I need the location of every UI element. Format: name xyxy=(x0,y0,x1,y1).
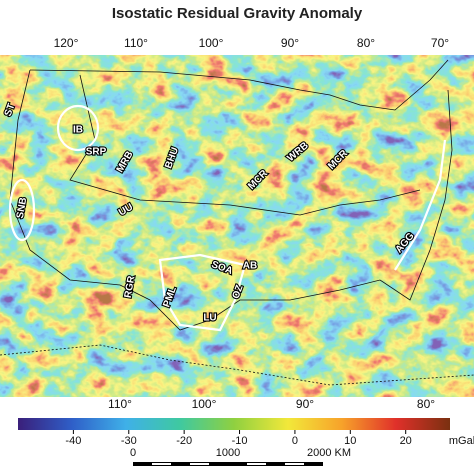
longitude-label: 90° xyxy=(281,36,299,50)
scale-label: 2000 KM xyxy=(307,447,351,459)
longitude-label: 80° xyxy=(357,36,375,50)
longitude-label: 90° xyxy=(296,397,314,411)
region-label: SNB xyxy=(15,197,30,220)
colorbar-unit: mGal xyxy=(449,435,474,447)
region-label: AB xyxy=(243,261,257,272)
title: Isostatic Residual Gravity Anomaly xyxy=(112,5,363,22)
region-label: RGR xyxy=(123,274,138,299)
colorbar-tick-label: 20 xyxy=(400,435,412,447)
scale-label: 0 xyxy=(130,447,136,459)
colorbar xyxy=(18,418,450,430)
region-outlines xyxy=(8,104,447,332)
gravity-map xyxy=(0,55,474,397)
longitude-label: 110° xyxy=(108,397,132,411)
colorbar-tick-label: 0 xyxy=(292,435,298,447)
longitude-label: 120° xyxy=(54,36,79,50)
colorbar-tick-label: -10 xyxy=(232,435,248,447)
region-label: LU xyxy=(203,313,216,324)
boundaries xyxy=(0,59,474,386)
longitude-label: 110° xyxy=(124,36,148,50)
colorbar-tick-label: -40 xyxy=(65,435,81,447)
scale-label: 1000 xyxy=(216,447,240,459)
longitude-label: 100° xyxy=(192,397,217,411)
region-label: IB xyxy=(73,125,83,136)
longitude-label: 100° xyxy=(199,36,224,50)
colorbar-tick-label: -30 xyxy=(121,435,137,447)
colorbar-tick-label: -20 xyxy=(176,435,192,447)
longitude-label: 80° xyxy=(417,397,435,411)
colorbar-tick-label: 10 xyxy=(344,435,356,447)
region-label: SRP xyxy=(86,147,107,158)
longitude-label: 70° xyxy=(431,36,449,50)
